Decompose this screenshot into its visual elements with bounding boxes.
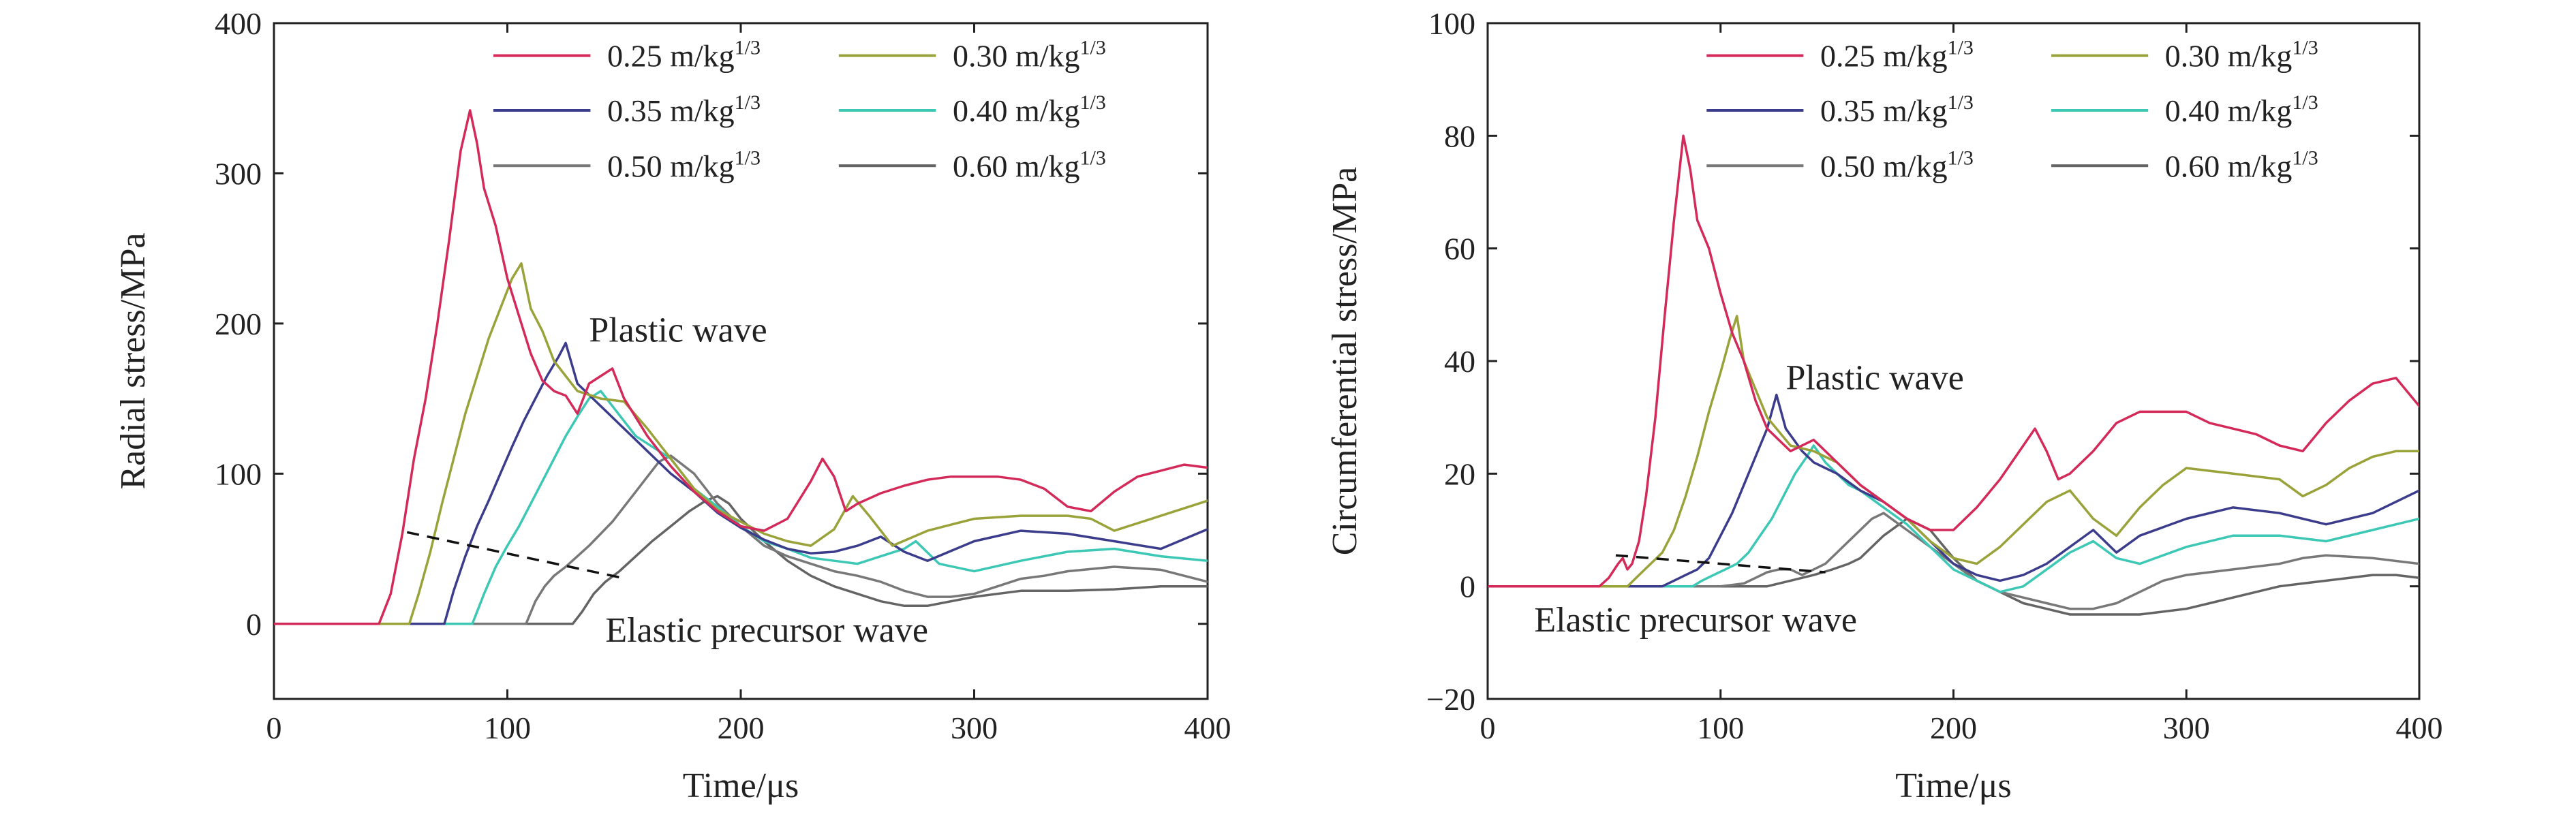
legend-label: 0.50 m/kg1/3 [1820, 146, 1974, 183]
plastic-wave-annotation: Plastic wave [1785, 358, 1963, 397]
series-line-r035 [274, 341, 1208, 625]
x-tick-label: 200 [1930, 711, 1977, 745]
x-tick-label: 400 [1184, 711, 1231, 745]
legend-label: 0.50 m/kg1/3 [607, 146, 761, 183]
y-tick-label: 100 [215, 456, 262, 491]
series-line-r060 [1488, 517, 2419, 616]
legend-item: 0.30 m/kg1/3 [838, 37, 1106, 74]
y-tick-label: −20 [1426, 682, 1475, 717]
legend-label: 0.25 m/kg1/3 [607, 37, 761, 74]
y-tick-label: 100 [1428, 6, 1475, 41]
legend-label: 0.60 m/kg1/3 [2165, 146, 2318, 183]
series-line-r030 [1488, 315, 2419, 588]
y-tick-label: 60 [1444, 232, 1475, 266]
legend-label: 0.60 m/kg1/3 [953, 146, 1106, 183]
series-line-r025 [1488, 134, 2419, 588]
legend-item: 0.60 m/kg1/3 [838, 146, 1106, 183]
legend-label: 0.35 m/kg1/3 [607, 91, 761, 128]
series-line-r040 [1488, 444, 2419, 593]
series-line-r050 [274, 454, 1208, 625]
series-line-r060 [274, 495, 1208, 625]
elastic-precursor-dashed-line [1615, 554, 1826, 574]
elastic-precursor-annotation: Elastic precursor wave [1534, 601, 1857, 640]
y-tick-label: 0 [1460, 569, 1475, 604]
radial-stress-chart: 0 100 200 300 400 0 100 200 300 400 Time/μs Radial … [114, 6, 1231, 805]
legend-label: 0.30 m/kg1/3 [2165, 37, 2318, 74]
y-tick-label: 200 [215, 307, 262, 341]
x-tick-label: 200 [718, 711, 765, 745]
legend-item: 0.25 m/kg1/3 [1706, 37, 1974, 74]
legend-label: 0.40 m/kg1/3 [2165, 91, 2318, 128]
legend-item: 0.50 m/kg1/3 [1706, 146, 1974, 183]
legend: 0.25 m/kg1/3 0.30 m/kg1/3 0.35 m/kg1/3 0.40… [1706, 37, 2318, 183]
y-axis-label: Radial stress/MPa [114, 233, 153, 490]
legend-label: 0.25 m/kg1/3 [1820, 37, 1974, 74]
plastic-wave-annotation: Plastic wave [589, 311, 767, 349]
series-line-r030 [274, 262, 1208, 625]
series-group [274, 109, 1208, 625]
legend: 0.25 m/kg1/3 0.30 m/kg1/3 0.35 m/kg1/3 0.40… [493, 37, 1106, 183]
y-tick-label: 80 [1444, 119, 1475, 153]
elastic-precursor-annotation: Elastic precursor wave [605, 611, 928, 650]
legend-item: 0.40 m/kg1/3 [2051, 91, 2318, 128]
legend-item: 0.60 m/kg1/3 [2051, 146, 2318, 183]
x-tick-label: 300 [951, 711, 998, 745]
legend-item: 0.30 m/kg1/3 [2051, 37, 2318, 74]
y-tick-label: 20 [1444, 456, 1475, 491]
x-tick-label: 100 [484, 711, 531, 745]
x-tick-label: 0 [266, 711, 282, 745]
y-tick-label: 40 [1444, 344, 1475, 379]
legend-label: 0.30 m/kg1/3 [953, 37, 1106, 74]
legend-item: 0.25 m/kg1/3 [493, 37, 761, 74]
legend-item: 0.50 m/kg1/3 [493, 146, 761, 183]
x-tick-label: 100 [1697, 711, 1744, 745]
x-tick-label: 0 [1480, 711, 1496, 745]
y-tick-label: 300 [215, 156, 262, 191]
series-line-r025 [274, 109, 1208, 625]
series-group [1488, 134, 2419, 616]
series-line-r050 [1488, 512, 2419, 610]
legend-label: 0.35 m/kg1/3 [1820, 91, 1974, 128]
legend-item: 0.35 m/kg1/3 [1706, 91, 1974, 128]
y-axis-label: Circumferential stress/MPa [1325, 167, 1364, 555]
legend-item: 0.40 m/kg1/3 [838, 91, 1106, 128]
legend-label: 0.40 m/kg1/3 [953, 91, 1106, 128]
circumferential-stress-chart: 0 100 200 300 400−20020406080100Time/μsCircu… [1325, 6, 2443, 805]
x-tick-label: 400 [2396, 711, 2443, 745]
y-tick-label: 400 [215, 6, 262, 41]
x-axis-label: Time/μs [1895, 766, 2011, 805]
x-axis-label: Time/μs [683, 766, 799, 805]
y-tick-label: 0 [246, 607, 262, 642]
legend-item: 0.35 m/kg1/3 [493, 91, 761, 128]
elastic-precursor-dashed-line [406, 531, 620, 579]
x-tick-label: 300 [2163, 711, 2210, 745]
